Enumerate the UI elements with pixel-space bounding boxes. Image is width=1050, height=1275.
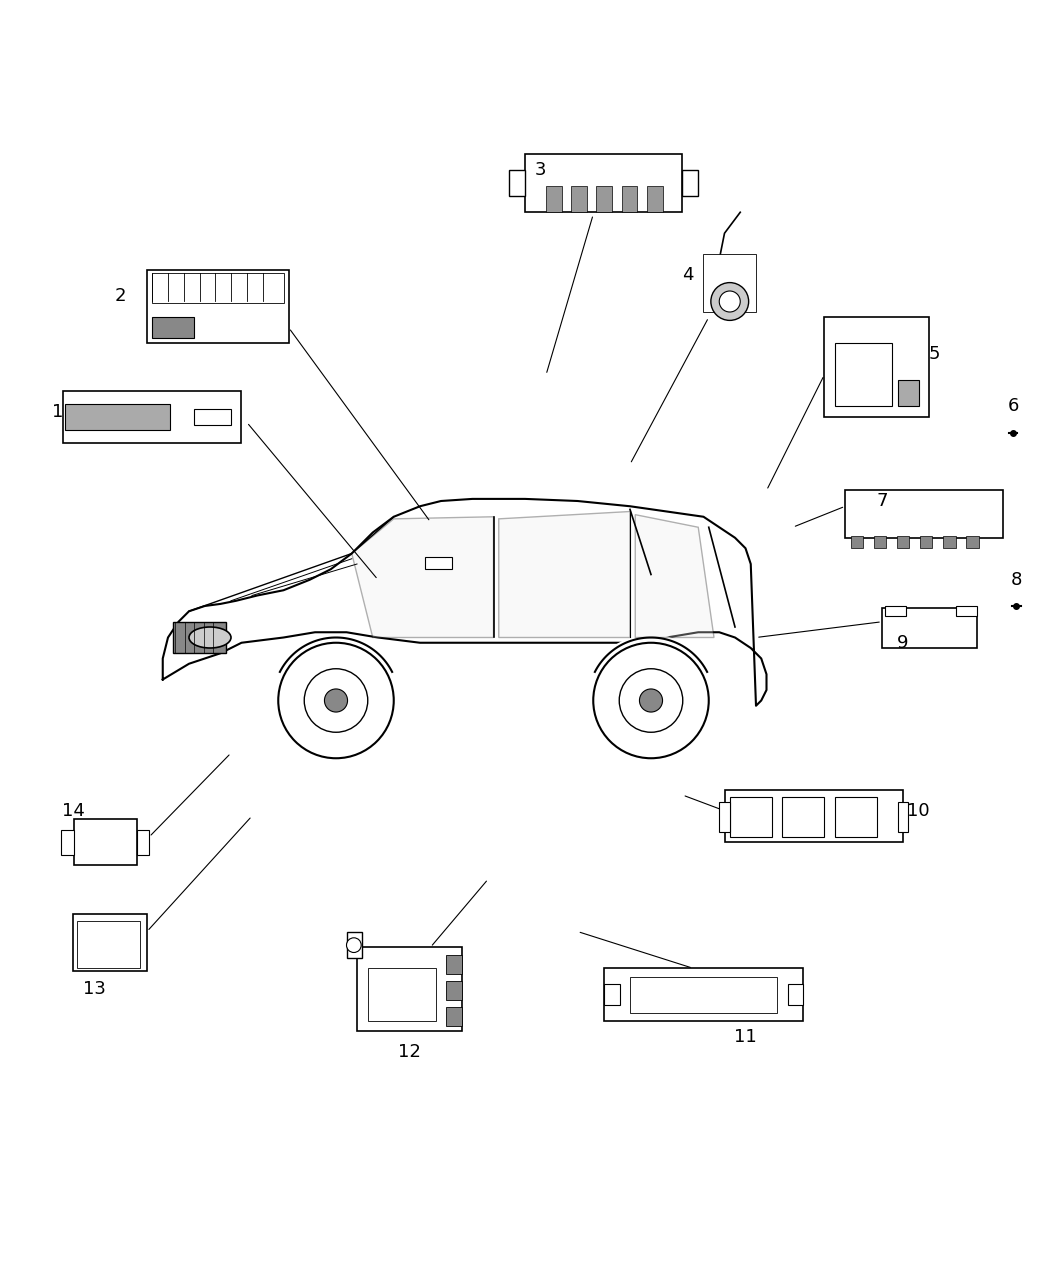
Bar [897, 536, 909, 548]
Bar [152, 317, 194, 338]
Bar [647, 186, 663, 212]
Bar [65, 404, 170, 430]
Bar [446, 980, 462, 1000]
Bar [136, 830, 149, 854]
Bar [898, 380, 919, 407]
Bar [874, 536, 886, 548]
Bar [704, 254, 756, 312]
Bar [604, 984, 620, 1005]
Text: 4: 4 [682, 266, 693, 284]
Circle shape [585, 635, 717, 766]
Bar [835, 343, 892, 407]
Circle shape [270, 635, 402, 766]
Circle shape [324, 688, 348, 711]
Bar [546, 186, 562, 212]
Bar [956, 606, 976, 617]
Bar [622, 186, 637, 212]
Bar [74, 914, 147, 972]
Circle shape [278, 643, 394, 759]
Text: 9: 9 [898, 634, 908, 652]
Bar [920, 536, 932, 548]
Bar [446, 955, 462, 974]
Bar [509, 171, 525, 196]
Text: 13: 13 [83, 980, 106, 998]
Bar [943, 536, 956, 548]
Bar [850, 536, 863, 548]
Text: 7: 7 [877, 492, 887, 510]
Bar [730, 797, 772, 836]
Polygon shape [499, 511, 630, 638]
Bar [782, 797, 824, 836]
Bar [604, 968, 803, 1021]
Text: 3: 3 [536, 161, 546, 180]
Text: 12: 12 [398, 1043, 421, 1061]
Polygon shape [635, 515, 714, 638]
Text: 2: 2 [116, 287, 126, 305]
Text: 1: 1 [52, 403, 63, 421]
Text: 6: 6 [1008, 398, 1018, 416]
Circle shape [620, 668, 682, 732]
Bar [147, 270, 289, 343]
Bar [966, 536, 979, 548]
Bar [882, 608, 977, 648]
Text: 11: 11 [734, 1028, 757, 1046]
Bar [173, 622, 226, 653]
Bar [152, 273, 284, 302]
Bar [788, 984, 803, 1005]
Bar [724, 789, 903, 843]
Bar [898, 802, 908, 831]
Bar [63, 390, 242, 444]
Bar [446, 1007, 462, 1026]
Bar [885, 606, 906, 617]
Bar [525, 154, 682, 212]
Bar [74, 819, 136, 866]
Bar [835, 797, 877, 836]
Circle shape [711, 283, 749, 320]
Bar [845, 491, 1003, 538]
Text: 8: 8 [1011, 571, 1022, 589]
Circle shape [719, 291, 740, 312]
Ellipse shape [189, 627, 231, 648]
Bar [571, 186, 587, 212]
Bar [630, 977, 777, 1014]
Bar [719, 802, 730, 831]
Bar [824, 317, 929, 417]
Bar [357, 947, 462, 1031]
Text: 5: 5 [929, 346, 940, 363]
Bar [77, 921, 140, 968]
Polygon shape [352, 516, 493, 638]
Circle shape [346, 938, 361, 952]
Bar [682, 171, 698, 196]
Text: 10: 10 [907, 802, 930, 820]
Circle shape [593, 643, 709, 759]
Circle shape [639, 688, 663, 711]
Bar [425, 557, 451, 569]
Bar [346, 932, 362, 958]
Bar [194, 408, 231, 426]
Circle shape [304, 668, 368, 732]
Bar [61, 830, 74, 854]
Text: 14: 14 [62, 802, 85, 820]
Bar [368, 968, 436, 1021]
Bar [596, 186, 612, 212]
